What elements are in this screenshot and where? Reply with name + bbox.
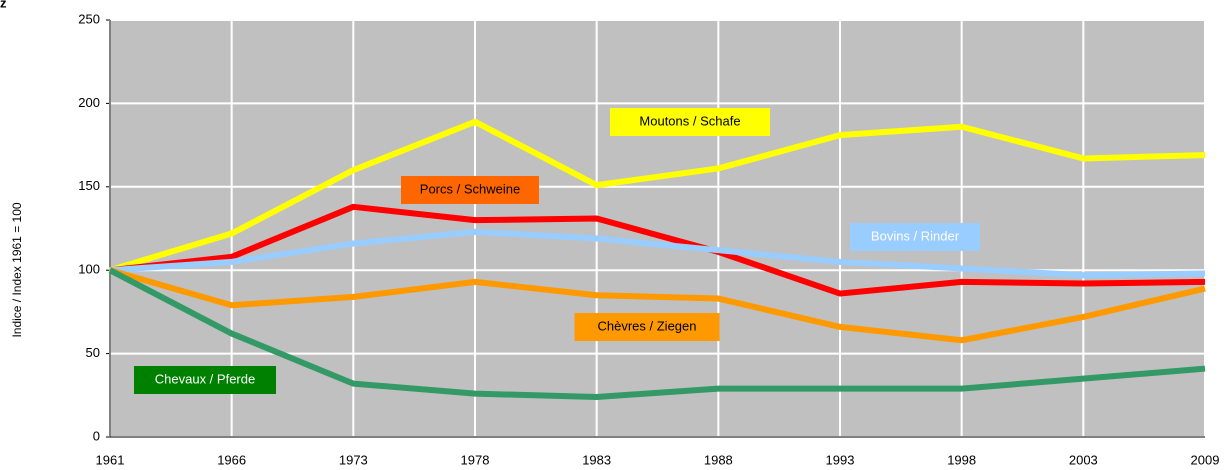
x-tick-label: 1966 xyxy=(217,452,246,467)
y-tick-label: 100 xyxy=(78,262,100,277)
series-line xyxy=(109,228,1206,279)
x-tick-label: 1998 xyxy=(947,452,976,467)
x-tick-label: 1988 xyxy=(704,452,733,467)
series-label: Chèvres / Ziegen xyxy=(598,318,697,333)
x-tick-label: 1978 xyxy=(461,452,490,467)
plot-area xyxy=(110,20,1205,437)
series-label-box xyxy=(574,313,720,341)
y-tick-label: 0 xyxy=(93,428,100,443)
x-tick-label: 2009 xyxy=(1191,452,1220,467)
y-tick-label: 150 xyxy=(78,178,100,193)
x-tick-label: 1961 xyxy=(96,452,125,467)
x-tick-label: 1983 xyxy=(582,452,611,467)
series-line xyxy=(109,203,1206,297)
series-label-box xyxy=(401,176,539,204)
x-tick-label: 1973 xyxy=(339,452,368,467)
y-tick-label: 50 xyxy=(86,345,100,360)
series-line xyxy=(109,118,1206,274)
series-label-box xyxy=(610,108,770,136)
series-line xyxy=(109,267,1206,344)
series-label: Moutons / Schafe xyxy=(639,113,740,128)
x-tick-label: 2003 xyxy=(1069,452,1098,467)
series-line xyxy=(108,267,1206,400)
y-tick-label: 200 xyxy=(78,95,100,110)
x-tick-label: 1993 xyxy=(826,452,855,467)
corner-label: z xyxy=(0,0,7,10)
y-axis-label: Indice / Index 1961 = 100 xyxy=(10,202,24,337)
y-tick-label: 250 xyxy=(78,11,100,26)
series-label-box xyxy=(850,223,980,251)
series-label: Chevaux / Pferde xyxy=(155,371,255,386)
series-label: Porcs / Schweine xyxy=(420,181,520,196)
series-label: Bovins / Rinder xyxy=(871,228,960,243)
series-label-box xyxy=(134,366,276,394)
